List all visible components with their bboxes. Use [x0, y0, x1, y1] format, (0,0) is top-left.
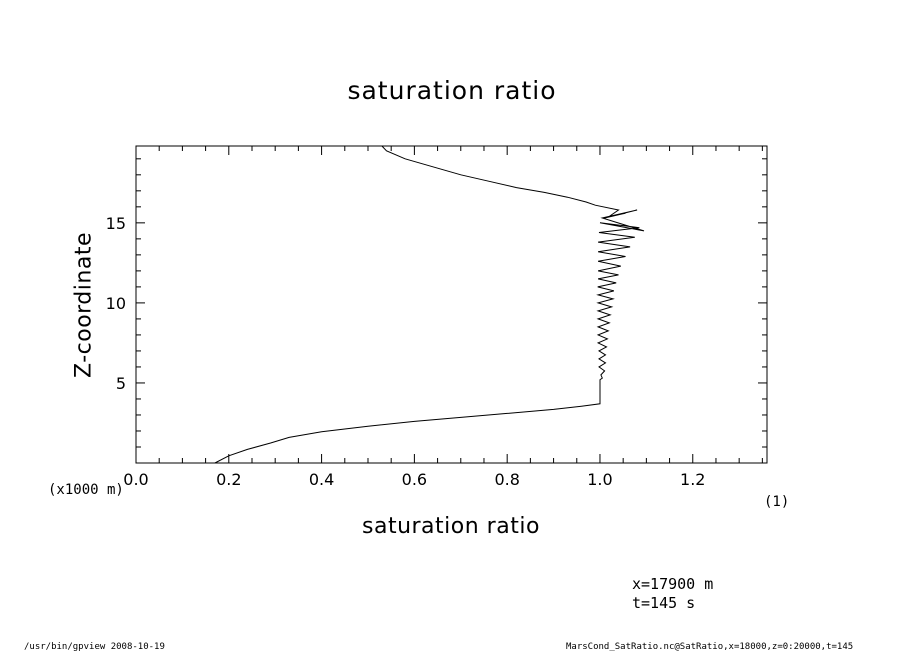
info-x-position: x=17900 m [632, 575, 714, 593]
x-tick-label: 0.6 [402, 470, 427, 489]
footer-left: /usr/bin/gpview 2008-10-19 [24, 642, 165, 652]
x-tick-label: 1.2 [680, 470, 705, 489]
x-tick-label: 0.0 [123, 470, 148, 489]
plot-frame [135, 145, 768, 464]
x-tick-label: 0.4 [309, 470, 334, 489]
x-tick-label: 0.2 [216, 470, 241, 489]
y-axis-label: Z-coordinate [71, 232, 97, 378]
x-axis-label: saturation ratio [362, 514, 540, 539]
y-tick-label: 15 [106, 214, 126, 233]
x-units-note: (1) [764, 494, 790, 510]
chart-title: saturation ratio [347, 76, 557, 105]
y-units-note: (x1000 m) [48, 482, 124, 498]
info-time: t=145 s [632, 594, 696, 612]
series-line [214, 145, 645, 464]
x-tick-label: 0.8 [494, 470, 519, 489]
axis-tick-labels: 0.0 0.2 0.4 0.6 0.8 1.0 1.2 5 10 15 [106, 214, 706, 489]
footer-right: MarsCond_SatRatio.nc@SatRatio,x=18000,z=… [566, 642, 854, 652]
axis-ticks [135, 146, 767, 464]
y-tick-label: 10 [106, 294, 126, 313]
y-tick-label: 5 [116, 374, 126, 393]
x-tick-label: 1.0 [587, 470, 612, 489]
